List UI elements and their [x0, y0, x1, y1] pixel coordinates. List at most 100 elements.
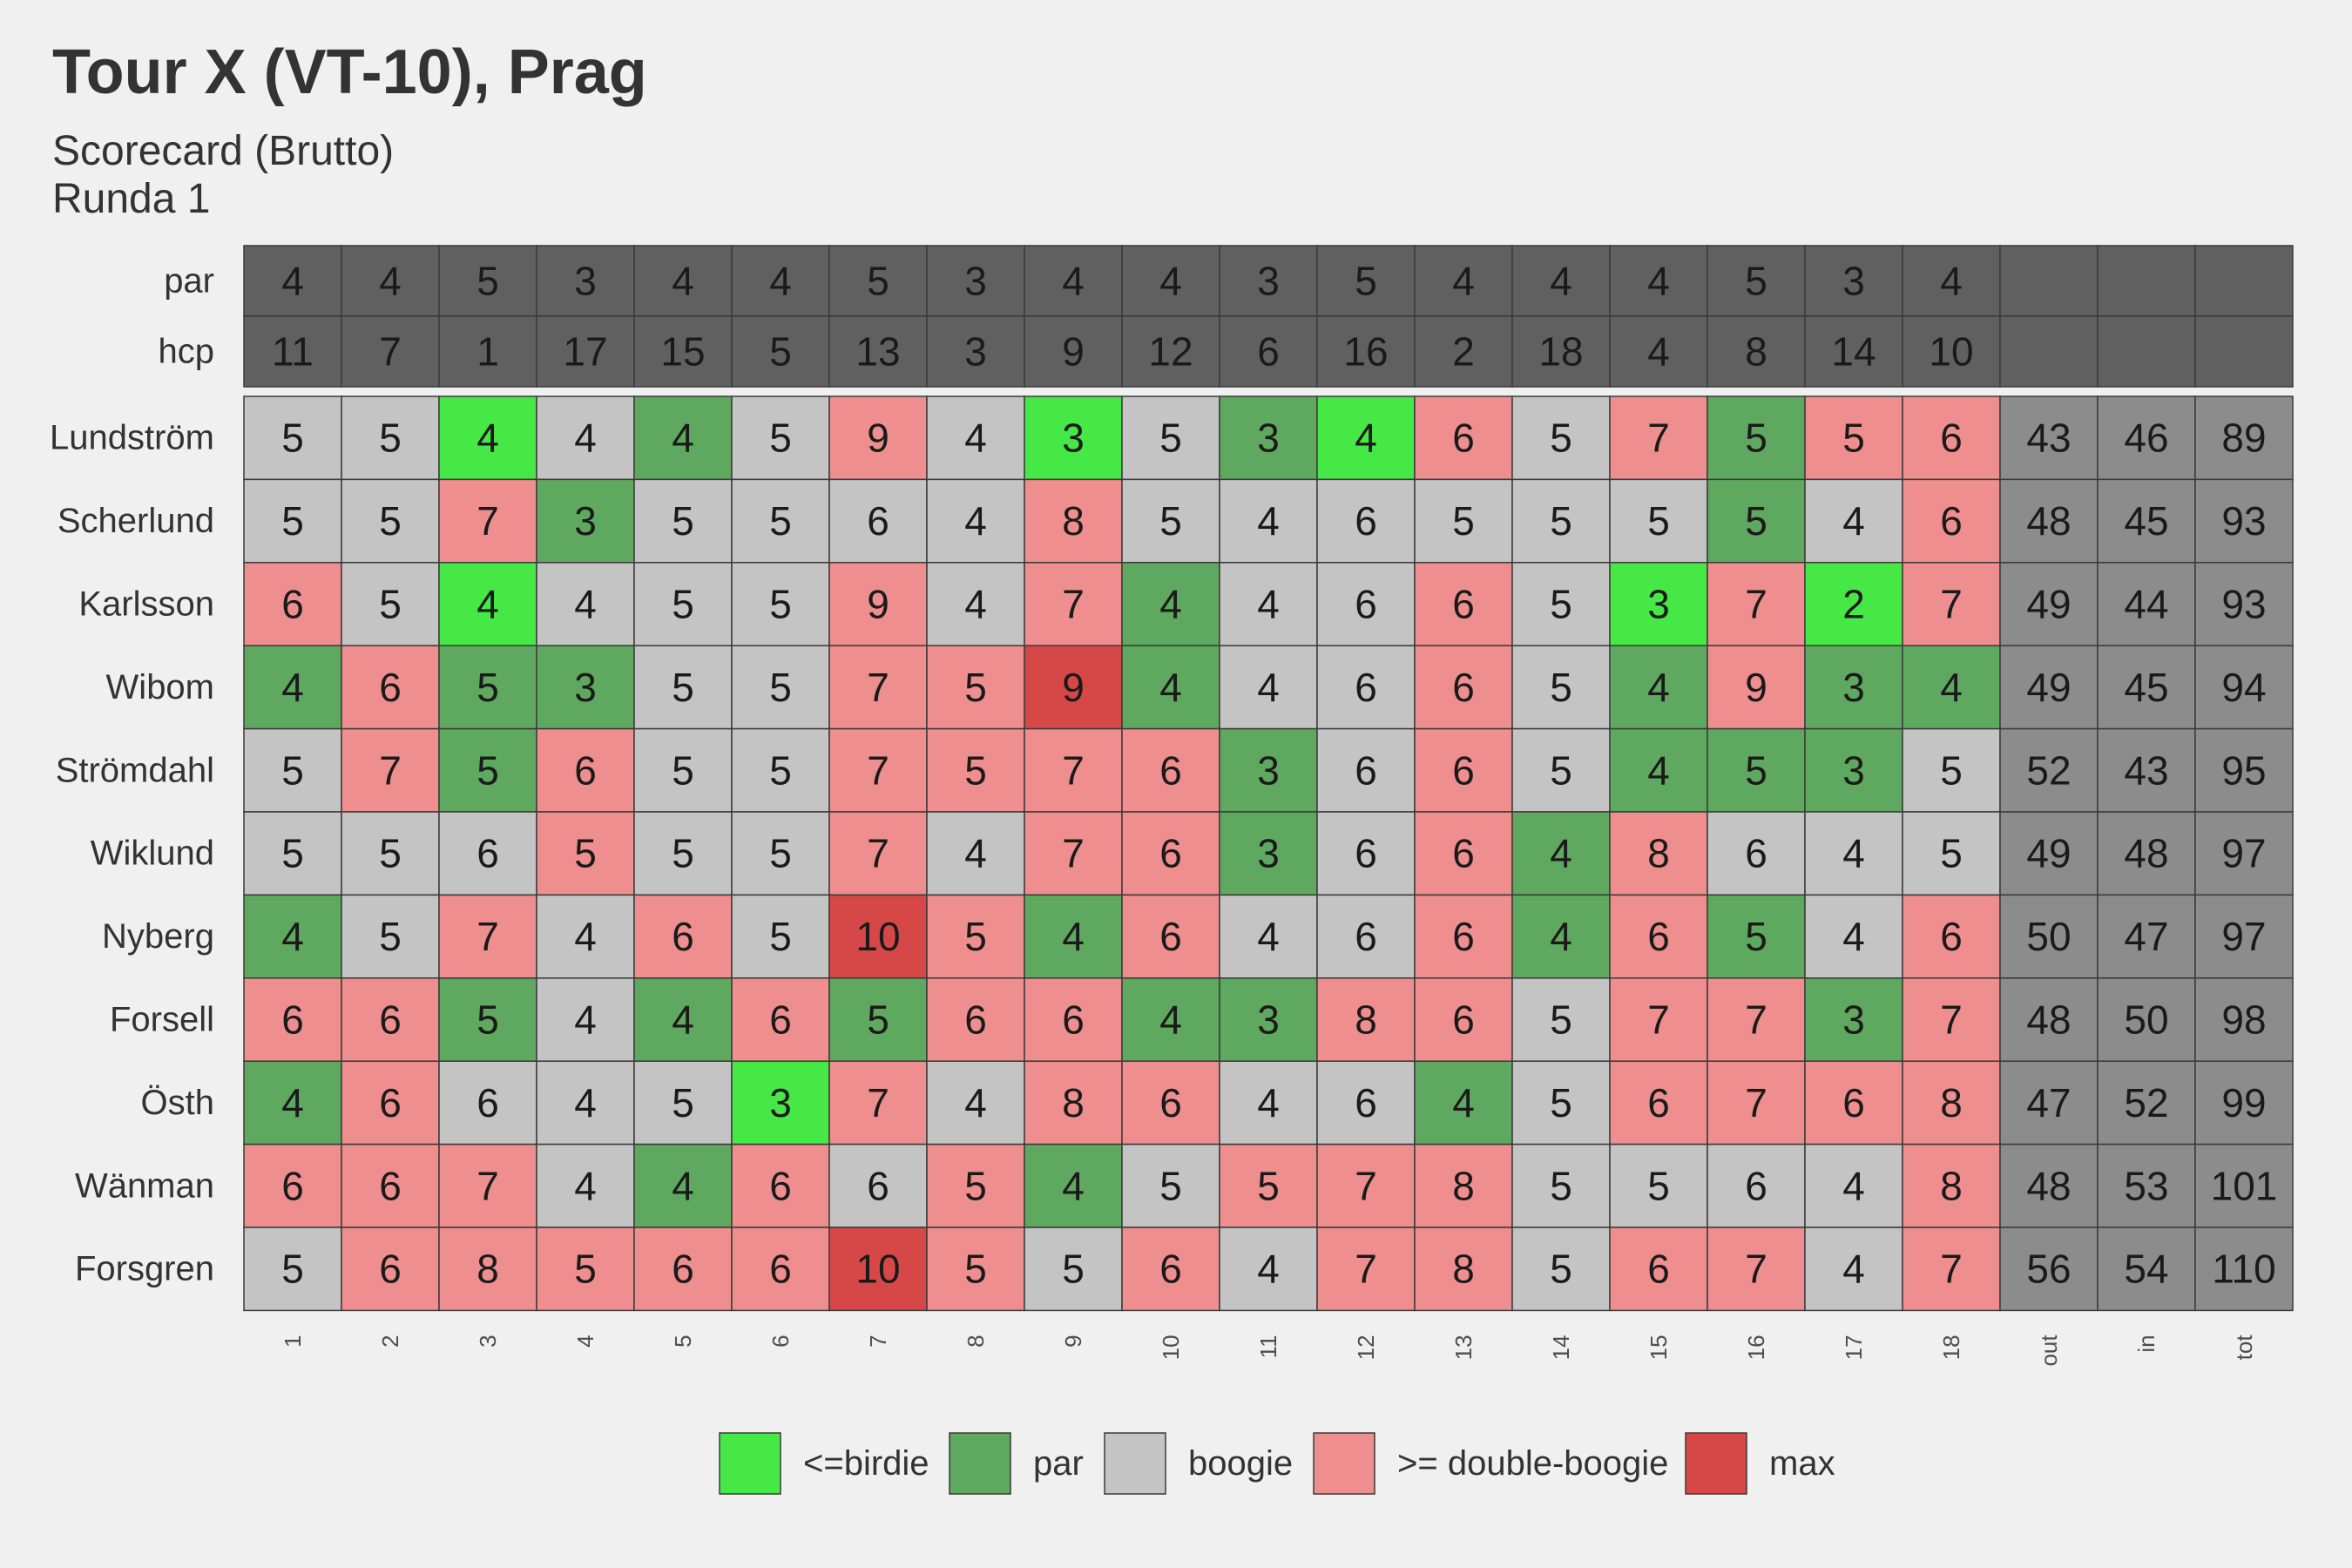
header-value: 4 — [672, 259, 694, 304]
score-value: 6 — [867, 1163, 889, 1208]
score-cell — [1804, 562, 1903, 646]
header-cell — [1707, 315, 1806, 388]
score-value: 5 — [867, 997, 889, 1043]
score-value: 6 — [1355, 1080, 1377, 1125]
score-value: 4 — [1159, 665, 1182, 710]
score-value: 7 — [1647, 997, 1670, 1043]
score-cell — [1707, 562, 1806, 646]
chart-subtitle-round: Runda 1 — [52, 176, 211, 222]
score-cell — [1414, 562, 1513, 646]
score-value: 10 — [855, 1247, 900, 1292]
score-value: 4 — [1062, 1163, 1085, 1208]
score-cell — [1902, 977, 2001, 1062]
score-cell — [633, 727, 733, 813]
score-cell — [828, 562, 928, 646]
score-cell — [1414, 894, 1513, 979]
header-value: 18 — [1538, 329, 1583, 375]
player-name: Forsell — [110, 1001, 214, 1039]
header-value: 3 — [574, 259, 597, 304]
total-value: 97 — [2221, 831, 2266, 876]
score-cell — [1024, 395, 1123, 481]
score-cell — [1511, 562, 1611, 646]
header-cell — [2097, 315, 2196, 388]
score-value: 6 — [379, 1247, 402, 1292]
score-value: 5 — [1647, 498, 1670, 544]
header-cell — [243, 315, 342, 388]
score-value: 4 — [1842, 1247, 1865, 1292]
score-value: 4 — [964, 498, 987, 544]
score-cell — [1804, 1060, 1903, 1146]
score-value: 5 — [379, 914, 402, 959]
score-cell — [1804, 645, 1903, 730]
column-tick-label: 11 — [1255, 1335, 1281, 1358]
score-cell — [1219, 811, 1318, 896]
score-cell — [1219, 1143, 1318, 1228]
score-cell — [1414, 645, 1513, 730]
score-cell — [1511, 395, 1611, 481]
score-value: 4 — [281, 665, 304, 710]
score-cell — [1707, 478, 1806, 564]
score-value: 5 — [1745, 914, 1767, 959]
header-cell — [1024, 315, 1123, 388]
score-cell — [1219, 395, 1318, 481]
score-value: 5 — [281, 498, 304, 544]
score-value: 5 — [281, 1247, 304, 1292]
score-cell — [828, 1143, 928, 1228]
header-value: 5 — [769, 329, 792, 375]
score-value: 6 — [1647, 1080, 1670, 1125]
total-cell — [1999, 395, 2099, 481]
score-cell — [1121, 1143, 1220, 1228]
score-value: 6 — [1940, 914, 1963, 959]
score-value: 6 — [867, 498, 889, 544]
total-cell — [2194, 478, 2294, 564]
total-cell — [2194, 1143, 2294, 1228]
score-cell — [926, 977, 1025, 1062]
score-value: 3 — [1257, 747, 1280, 793]
score-cell — [243, 1060, 342, 1146]
score-cell — [1511, 1060, 1611, 1146]
score-value: 4 — [574, 1163, 597, 1208]
header-value: 14 — [1831, 329, 1876, 375]
score-value: 4 — [1550, 831, 1572, 876]
score-cell — [1609, 1143, 1708, 1228]
score-cell — [633, 1143, 733, 1228]
total-value: 93 — [2221, 498, 2266, 544]
score-cell — [633, 1227, 733, 1312]
score-cell — [633, 1060, 733, 1146]
header-value: 4 — [1647, 259, 1670, 304]
legend-label: max — [1769, 1444, 1835, 1483]
score-value: 4 — [1452, 1080, 1475, 1125]
score-cell — [438, 811, 537, 896]
score-value: 6 — [1355, 831, 1377, 876]
total-value: 98 — [2221, 997, 2266, 1043]
header-value: 4 — [1062, 259, 1085, 304]
header-value: 15 — [660, 329, 705, 375]
header-row-label: hcp — [159, 333, 215, 371]
score-cell — [1707, 1227, 1806, 1312]
score-cell — [1121, 645, 1220, 730]
score-cell — [1121, 977, 1220, 1062]
header-value: 4 — [1159, 259, 1182, 304]
score-value: 6 — [1159, 747, 1182, 793]
header-cell — [2194, 315, 2294, 388]
score-value: 7 — [867, 665, 889, 710]
score-value: 5 — [476, 997, 499, 1043]
column-tick-label: 8 — [963, 1335, 989, 1347]
score-cell — [926, 1227, 1025, 1312]
player-name: Strömdahl — [56, 751, 214, 789]
score-value: 7 — [867, 831, 889, 876]
header-cell — [1707, 245, 1806, 317]
score-cell — [828, 811, 928, 896]
header-cell — [1804, 245, 1903, 317]
score-value: 5 — [476, 665, 499, 710]
score-cell — [341, 478, 440, 564]
score-value: 6 — [672, 914, 694, 959]
score-cell — [926, 1060, 1025, 1146]
score-cell — [1707, 894, 1806, 979]
score-value: 6 — [1452, 747, 1475, 793]
score-value: 3 — [1257, 997, 1280, 1043]
column-tick-label: tot — [2231, 1335, 2257, 1361]
score-value: 5 — [672, 1080, 694, 1125]
score-cell — [1902, 1227, 2001, 1312]
score-value: 3 — [1842, 997, 1865, 1043]
